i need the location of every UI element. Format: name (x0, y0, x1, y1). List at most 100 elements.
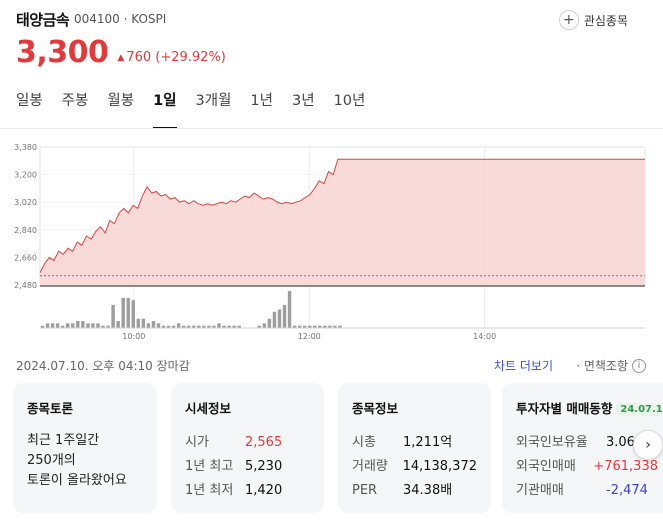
investor-value: -2,474 (606, 483, 648, 498)
volume-bar (262, 323, 267, 328)
volume-bar (166, 325, 171, 328)
info-key: PER (352, 483, 378, 498)
volume-bar (272, 311, 277, 328)
volume-bar (308, 325, 312, 328)
tab-divider (0, 128, 663, 129)
price-series-line (39, 158, 645, 273)
volume-bar (237, 325, 241, 328)
price-row: 3,300 ▲ 760 (+29.92%) (16, 36, 226, 70)
volume-bar (50, 323, 55, 328)
quote-card[interactable]: 시세정보 시가 2,565 1년 최고 5,230 1년 최저 1,420 (171, 383, 324, 513)
volume-bar (131, 300, 135, 328)
volume-bar (257, 325, 262, 328)
volume-bar (96, 323, 100, 328)
volume-bar (227, 325, 231, 328)
volume-bar (313, 325, 317, 328)
up-arrow-icon: ▲ (117, 52, 125, 63)
volume-bar (302, 325, 307, 328)
chart-meta-row: 2024.07.10. 오후 04:10 장마감 차트 더보기 · 면책조항 i (16, 357, 646, 375)
volume-bar (212, 325, 216, 328)
stock-info-card[interactable]: 종목정보 시총 1,211억 거래량 14,138,372 PER 34.38배 (338, 383, 491, 513)
x-tick-label: 14:00 (473, 332, 496, 341)
y-tick-label: 2,660 (14, 253, 37, 262)
y-tick-label: 3,380 (14, 143, 37, 152)
price-chart[interactable]: 3,380 3,200 3,020 2,840 2,660 2,480 10:00 12:00… (0, 135, 663, 350)
price-chart-svg: 3,380 3,200 3,020 2,840 2,660 2,480 10:00 12:00… (14, 143, 646, 341)
date-badge: 24.07.10 (616, 403, 663, 416)
quote-row: 시가 2,565 (185, 431, 310, 455)
plus-icon: + (558, 10, 579, 30)
tab-weekly[interactable]: 주봉 (61, 93, 89, 109)
volume-bar (176, 323, 181, 328)
volume-bar (287, 291, 292, 328)
investor-key: 외국인매매 (516, 459, 576, 474)
volume-bar (197, 325, 201, 328)
discussion-card[interactable]: 종목토론 최근 1주일간 250개의 토론이 올라왔어요 (13, 383, 157, 513)
info-row: PER 34.38배 (352, 479, 477, 503)
volume-bar (181, 325, 186, 328)
market-timestamp: 2024.07.10. 오후 04:10 장마감 (16, 359, 190, 373)
volume-bar (55, 323, 60, 328)
info-value: 14,138,372 (402, 459, 477, 474)
y-tick-label: 2,840 (14, 226, 37, 235)
info-icon: i (632, 358, 646, 373)
discussion-line: 토론이 올라왔어요 (27, 473, 127, 488)
volume-bar (187, 325, 191, 328)
volume-bar (217, 323, 221, 328)
investor-title-text: 투자자별 매매동향 (516, 401, 613, 416)
volume-bar (277, 309, 282, 328)
volume-bar (91, 323, 95, 328)
info-key: 거래량 (352, 459, 388, 474)
tab-1day[interactable]: 1일 (153, 91, 177, 129)
tab-3years[interactable]: 3년 (291, 93, 315, 109)
volume-bar (323, 325, 327, 328)
volume-bar (338, 325, 342, 328)
volume-bar (267, 318, 272, 328)
investor-row: 기관매매 -2,474 (516, 479, 658, 503)
tab-10years[interactable]: 10년 (333, 93, 366, 109)
volume-bar (151, 321, 156, 328)
quote-key: 1년 최고 (185, 459, 234, 474)
price-change-value: 760 (+29.92%) (126, 50, 226, 65)
tab-daily[interactable]: 일봉 (16, 93, 43, 109)
disclaimer-link[interactable]: · 면책조항 i (576, 357, 646, 374)
tab-1year[interactable]: 1년 (250, 93, 273, 109)
quote-value: 2,565 (245, 435, 283, 450)
add-watchlist-button[interactable]: + 관심종목 (558, 9, 628, 31)
volume-bar (156, 323, 161, 328)
tab-3months[interactable]: 3개월 (195, 93, 232, 109)
volume-bar (60, 325, 65, 328)
tab-monthly[interactable]: 월봉 (107, 93, 135, 109)
stock-code-market: 004100 · KOSPI (74, 12, 167, 26)
watchlist-label: 관심종목 (583, 13, 628, 28)
x-tick-label: 12:00 (298, 332, 321, 341)
volume-bar (71, 323, 75, 328)
volume-bar (45, 323, 50, 328)
volume-bar (136, 318, 141, 328)
volume-bar (106, 325, 110, 328)
volume-bar (66, 323, 70, 328)
info-row: 거래량 14,138,372 (352, 455, 477, 479)
disclaimer-label: · 면책조항 (576, 359, 628, 373)
investor-row: 외국인매매 +761,338 (516, 455, 658, 479)
volume-bar (126, 297, 130, 328)
quote-row: 1년 최저 1,420 (185, 479, 310, 503)
stock-header: 태양금속 004100 · KOSPI + 관심종목 (16, 9, 656, 33)
investor-key: 외국인보유율 (516, 435, 588, 450)
volume-bar (292, 325, 297, 328)
volume-bar (282, 304, 287, 328)
next-card-button[interactable]: › (633, 430, 663, 460)
investor-key: 기관매매 (516, 483, 564, 498)
volume-bar (297, 325, 302, 328)
stock-info-title: 종목정보 (352, 401, 399, 416)
volume-bar (171, 325, 176, 328)
y-tick-label: 3,020 (14, 198, 37, 207)
quote-title: 시세정보 (185, 401, 232, 416)
quote-value: 5,230 (245, 459, 283, 474)
volume-bar (161, 325, 166, 328)
volume-bar (81, 321, 85, 328)
chart-more-link[interactable]: 차트 더보기 (493, 359, 553, 373)
x-tick-label: 10:00 (122, 332, 145, 341)
volume-bar (192, 325, 196, 328)
y-tick-label: 3,200 (14, 171, 37, 180)
